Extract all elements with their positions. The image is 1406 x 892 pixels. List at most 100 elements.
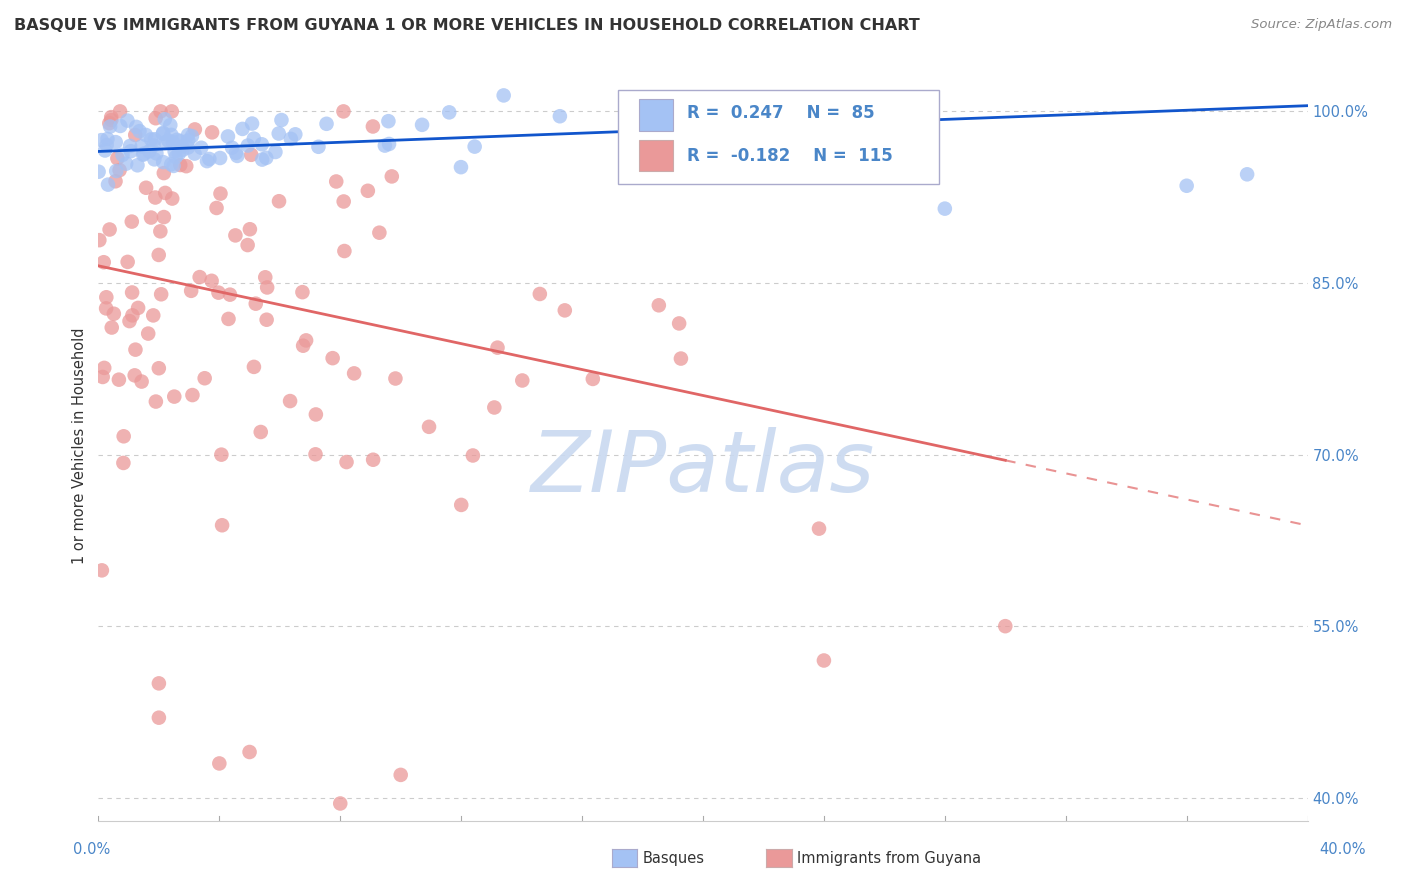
Point <box>461 449 484 463</box>
Point <box>292 339 315 353</box>
Point <box>169 134 191 148</box>
Point <box>155 186 177 200</box>
Point <box>267 127 290 141</box>
Point <box>184 122 207 136</box>
Point <box>226 149 249 163</box>
Point <box>162 135 184 149</box>
Point <box>239 745 262 759</box>
Point <box>166 133 188 147</box>
Point <box>368 226 391 240</box>
Text: Basques: Basques <box>643 851 704 865</box>
Point <box>90 563 112 577</box>
Point <box>121 309 143 323</box>
Point <box>96 137 118 152</box>
Point <box>250 137 273 152</box>
Point <box>582 372 605 386</box>
Point <box>148 676 170 690</box>
Point <box>190 141 212 155</box>
Point <box>813 653 835 667</box>
Point <box>93 255 115 269</box>
Point <box>131 139 153 153</box>
FancyBboxPatch shape <box>619 90 939 184</box>
Point <box>105 164 128 178</box>
Point <box>152 127 174 141</box>
Point <box>254 151 277 165</box>
Point <box>108 163 131 178</box>
Point <box>374 138 396 153</box>
Point <box>149 224 172 238</box>
Point <box>155 135 177 149</box>
Point <box>291 285 314 300</box>
Point <box>219 287 242 301</box>
Point <box>160 157 183 171</box>
Point <box>211 518 233 533</box>
Point <box>135 128 157 142</box>
Point <box>94 144 117 158</box>
Point <box>418 420 440 434</box>
Point <box>181 129 204 144</box>
Point <box>209 151 232 165</box>
Point <box>224 228 246 243</box>
Point <box>160 128 183 142</box>
Point <box>132 147 155 161</box>
Point <box>384 371 406 385</box>
Point <box>225 145 247 160</box>
Point <box>236 138 259 153</box>
Point <box>307 140 329 154</box>
Point <box>201 274 224 288</box>
Point <box>668 317 690 331</box>
Point <box>305 408 328 422</box>
Point <box>120 139 142 153</box>
Point <box>648 298 671 312</box>
Point <box>304 447 326 461</box>
Point <box>124 368 146 383</box>
Point <box>139 211 162 225</box>
Point <box>165 150 187 164</box>
Point <box>120 145 142 159</box>
Point <box>174 159 197 173</box>
Point <box>169 158 191 172</box>
Point <box>335 455 357 469</box>
Point <box>188 270 211 285</box>
Point <box>163 390 186 404</box>
Point <box>93 360 115 375</box>
Point <box>138 145 160 159</box>
Y-axis label: 1 or more Vehicles in Household: 1 or more Vehicles in Household <box>72 327 87 565</box>
Point <box>381 169 404 184</box>
Point <box>1175 178 1198 193</box>
Point <box>934 202 956 216</box>
Point <box>322 351 344 366</box>
Point <box>131 375 153 389</box>
Point <box>125 120 148 134</box>
Point <box>153 210 176 224</box>
Point <box>236 238 259 252</box>
Point <box>377 114 399 128</box>
Point <box>249 425 271 439</box>
Point <box>112 456 135 470</box>
Point <box>172 143 194 157</box>
Point <box>267 194 290 209</box>
Point <box>107 152 129 166</box>
Point <box>94 301 117 316</box>
Point <box>87 165 110 179</box>
Point <box>143 153 166 167</box>
Point <box>315 117 337 131</box>
Point <box>325 174 347 188</box>
Point <box>378 136 401 151</box>
Point <box>124 128 146 142</box>
Point <box>357 184 380 198</box>
Text: ZIPatlas: ZIPatlas <box>531 427 875 510</box>
Point <box>90 133 112 147</box>
Point <box>250 153 273 167</box>
Point <box>103 307 125 321</box>
Text: R =  -0.182    N =  115: R = -0.182 N = 115 <box>688 147 893 165</box>
Point <box>332 104 354 119</box>
Point <box>89 233 111 247</box>
Point <box>117 113 139 128</box>
Point <box>231 122 253 136</box>
Text: 40.0%: 40.0% <box>1319 842 1367 857</box>
Point <box>148 361 170 376</box>
Point <box>333 244 356 258</box>
Point <box>177 134 200 148</box>
Point <box>209 448 232 462</box>
